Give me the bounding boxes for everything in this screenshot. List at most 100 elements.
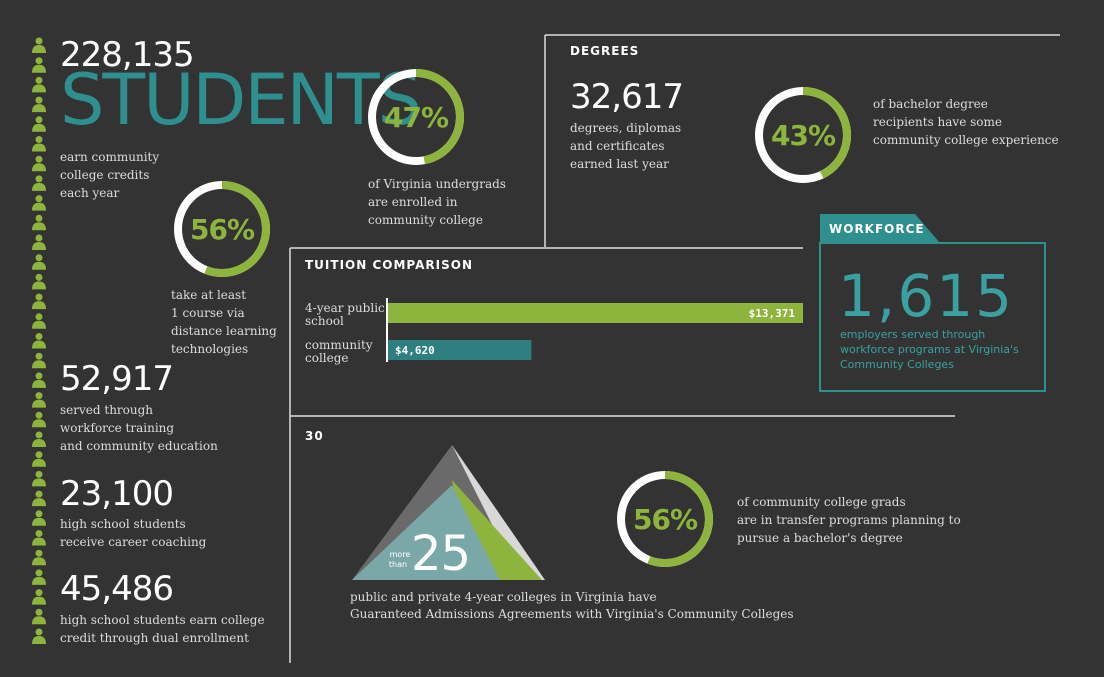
person-icon <box>35 411 43 419</box>
body-text: receive career coaching <box>60 535 207 549</box>
pyramid <box>352 445 545 580</box>
person-icon <box>35 155 43 163</box>
body-text: technologies <box>171 342 248 356</box>
person-icon <box>32 419 46 428</box>
body-text: community college experience <box>873 133 1059 147</box>
body-text: and community education <box>60 439 218 453</box>
person-icon <box>32 636 46 644</box>
person-icon <box>35 510 43 518</box>
body-text: high school students earn college <box>60 613 265 627</box>
person-icon <box>35 195 43 203</box>
person-icon <box>35 372 43 380</box>
pyramid-face <box>352 485 500 580</box>
person-icon <box>32 84 46 93</box>
body-text: community college <box>368 213 483 227</box>
person-icon <box>35 530 43 537</box>
bar-name: community <box>305 338 373 352</box>
person-icon <box>32 163 46 172</box>
person-icon <box>32 320 46 329</box>
person-icon <box>32 242 46 250</box>
bar <box>388 303 803 323</box>
body-text: workforce programs at Virginia's <box>840 343 1019 356</box>
person-icon <box>35 254 43 262</box>
bar-name: 4-year public <box>305 301 385 315</box>
person-icon <box>32 478 46 487</box>
person-icon <box>32 281 46 290</box>
students-title: STUDENTS <box>60 59 420 141</box>
person-icon <box>35 37 43 45</box>
person-icon <box>32 576 46 585</box>
bar <box>388 340 532 360</box>
workforce-tab <box>820 214 940 243</box>
person-icon <box>35 628 43 636</box>
person-icon <box>32 340 46 349</box>
donut-label: 47% <box>384 101 449 134</box>
person-icon <box>35 234 43 242</box>
donut-arc <box>647 471 713 567</box>
person-icon <box>32 399 46 408</box>
dividers <box>289 34 1060 663</box>
donut-arc <box>204 181 270 277</box>
person-icon <box>32 517 46 526</box>
person-icon <box>32 202 46 211</box>
body-text: Community Colleges <box>840 358 954 371</box>
body-text: earned last year <box>570 157 669 171</box>
stat-number: 45,486 <box>60 569 173 609</box>
person-icon <box>32 458 46 467</box>
section-heading: TUITION COMPARISON <box>305 258 473 272</box>
body-text: are in transfer programs planning to <box>737 513 961 527</box>
person-icon <box>35 293 43 301</box>
person-icon <box>35 490 43 498</box>
person-icon <box>32 261 46 270</box>
person-icon <box>32 616 46 625</box>
body-text: each year <box>60 186 120 200</box>
person-icon <box>32 222 46 231</box>
person-icon <box>35 431 43 439</box>
donut-label: 56% <box>190 213 255 246</box>
body-text: pursue a bachelor's degree <box>737 531 903 545</box>
person-icon <box>32 557 46 566</box>
person-icon <box>35 470 43 478</box>
person-icon <box>32 123 46 132</box>
body-text: Guaranteed Admissions Agreements with Vi… <box>350 607 794 621</box>
person-icon <box>35 589 43 597</box>
body-text: credit through dual enrollment <box>60 631 249 645</box>
body-text: of community college grads <box>737 495 906 509</box>
person-icon <box>35 313 43 321</box>
badge-text: more <box>390 550 411 559</box>
person-icon <box>32 596 46 605</box>
section-heading: DEGREES <box>570 44 639 58</box>
person-icon <box>35 273 43 281</box>
badge-text: than <box>389 560 407 569</box>
person-icon <box>32 45 46 53</box>
person-icon <box>32 379 46 388</box>
person-icon <box>35 569 43 577</box>
person-icon <box>35 352 43 360</box>
bar-label: $13,371 <box>749 307 796 320</box>
body-text: of Virginia undergrads <box>368 177 506 191</box>
bar-name: school <box>305 314 344 328</box>
person-icon <box>32 64 46 73</box>
stat-number: 52,917 <box>60 359 173 399</box>
person-icon <box>32 104 46 113</box>
person-icon <box>32 439 46 447</box>
person-icon <box>32 301 46 310</box>
person-icon <box>35 96 43 104</box>
badge-number: 25 <box>411 526 470 582</box>
body-text: of bachelor degree <box>873 97 988 111</box>
workforce-number: 1,615 <box>838 262 1014 330</box>
bar-name: college <box>305 351 349 365</box>
bar-label: $4,620 <box>395 344 435 357</box>
person-icon <box>32 498 46 507</box>
body-text: 1 course via <box>171 306 245 320</box>
donut-label: 43% <box>771 119 836 152</box>
person-icon <box>32 182 46 191</box>
body-text: college credits <box>60 168 149 182</box>
person-icon <box>35 214 43 222</box>
person-icon <box>35 136 43 143</box>
person-icon <box>35 76 43 84</box>
person-icon <box>35 451 43 459</box>
person-icon <box>32 143 46 152</box>
